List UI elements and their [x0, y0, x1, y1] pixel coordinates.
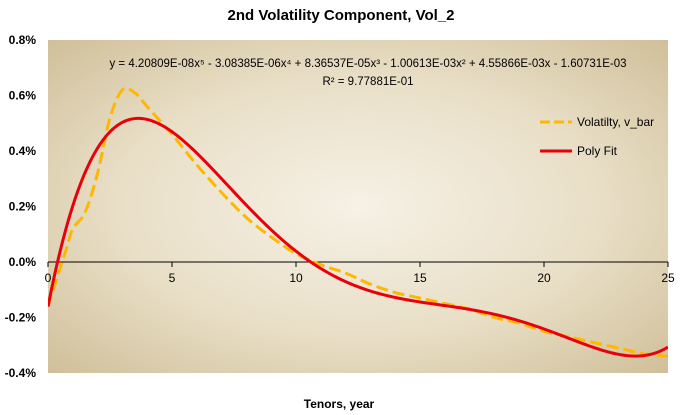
- x-tick-label: 0: [45, 271, 52, 285]
- series-group: [48, 86, 668, 358]
- legend-label-poly-fit: Poly Fit: [577, 144, 618, 158]
- x-tick-label: 15: [413, 271, 427, 285]
- x-axis-title: Tenors, year: [304, 397, 375, 411]
- x-tick-label: 25: [661, 271, 675, 285]
- y-tick-label: 0.4%: [9, 144, 37, 158]
- series-line-poly-fit: [48, 116, 668, 358]
- y-tick-label: 0.2%: [9, 200, 37, 214]
- legend: Volatilty, v_bar Poly Fit: [540, 115, 654, 158]
- legend-label-volatility-vbar: Volatilty, v_bar: [577, 115, 654, 129]
- x-tick-label: 5: [169, 271, 176, 285]
- y-tick-label: 0.8%: [9, 33, 37, 47]
- chart-title: 2nd Volatility Component, Vol_2: [228, 7, 455, 24]
- x-tick-label: 20: [537, 271, 551, 285]
- r-squared: R² = 9.77881E-01: [322, 76, 413, 88]
- y-tick-label: -0.2%: [5, 311, 37, 325]
- y-tick-label: -0.4%: [5, 366, 37, 380]
- x-tick-label: 10: [289, 271, 303, 285]
- y-axis-ticks: -0.4% -0.2% 0.0% 0.2% 0.4% 0.6% 0.8%: [5, 33, 37, 380]
- x-axis: 0 5 10 15 20 25: [45, 261, 675, 285]
- plot-area: [48, 40, 668, 373]
- series-line-volatility-vbar: [48, 86, 668, 358]
- y-tick-label: 0.0%: [9, 255, 37, 269]
- y-tick-label: 0.6%: [9, 89, 37, 103]
- fit-equation: y = 4.20809E-08x⁵ - 3.08385E-06x⁴ + 8.36…: [109, 58, 626, 70]
